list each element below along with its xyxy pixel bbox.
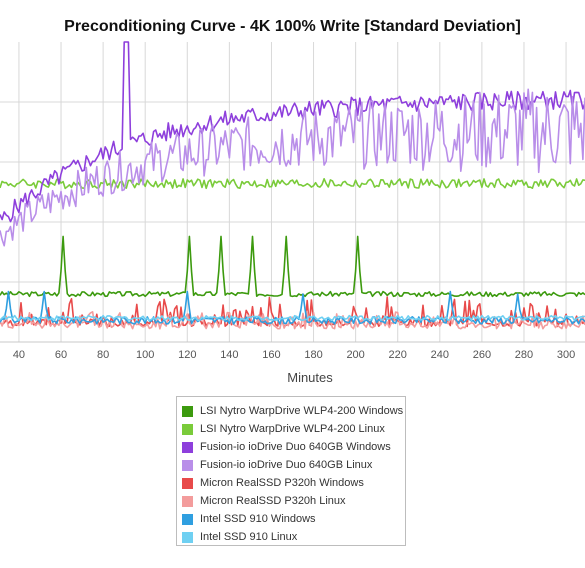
x-tick-labels: 40 60 80 100 120 140 160 180 200 220 240 260 280 300: [13, 349, 575, 361]
x-axis-label: Minutes: [287, 370, 333, 385]
x-tick-label: 140: [220, 349, 238, 361]
x-tick-label: 240: [431, 349, 449, 361]
x-tick-label: 120: [178, 349, 196, 361]
series-lines: [0, 41, 585, 330]
legend-swatch: [182, 477, 193, 489]
x-tick-label: 60: [55, 349, 67, 361]
legend-item[interactable]: Fusion-io ioDrive Duo 640GB Windows: [182, 438, 405, 456]
series-line-1: [0, 178, 585, 190]
x-tick-label: 200: [346, 349, 364, 361]
legend-label: Fusion-io ioDrive Duo 640GB Linux: [200, 459, 373, 471]
x-tick-label: 300: [557, 349, 575, 361]
legend-swatch: [182, 495, 193, 507]
legend-swatch: [182, 459, 193, 471]
legend-swatch: [182, 441, 193, 453]
x-tick-label: 260: [473, 349, 491, 361]
series-line-0: [0, 235, 585, 298]
legend-label: Micron RealSSD P320h Windows: [200, 477, 364, 489]
legend-item[interactable]: Micron RealSSD P320h Linux: [182, 492, 405, 510]
x-tick-label: 160: [262, 349, 280, 361]
legend-item[interactable]: Micron RealSSD P320h Windows: [182, 474, 405, 492]
legend-item[interactable]: Intel SSD 910 Windows: [182, 510, 405, 528]
legend-swatch: [182, 513, 193, 525]
legend-item[interactable]: Fusion-io ioDrive Duo 640GB Linux: [182, 456, 405, 474]
legend: LSI Nytro WarpDrive WLP4-200 Windows LSI …: [176, 396, 406, 546]
legend-label: Intel SSD 910 Windows: [200, 513, 316, 525]
x-tick-label: 220: [389, 349, 407, 361]
legend-swatch: [182, 423, 193, 435]
legend-label: Intel SSD 910 Linux: [200, 531, 298, 543]
x-tick-label: 100: [136, 349, 154, 361]
legend-swatch: [182, 531, 193, 543]
series-line-2: [0, 41, 585, 223]
legend-label: Micron RealSSD P320h Linux: [200, 495, 346, 507]
series-line-7: [0, 314, 585, 322]
x-tick-label: 40: [13, 349, 25, 361]
x-tick-label: 180: [304, 349, 322, 361]
chart-title: Preconditioning Curve - 4K 100% Write [S…: [64, 18, 521, 35]
x-tick-label: 280: [515, 349, 533, 361]
series-line-3: [0, 88, 585, 247]
legend-item[interactable]: LSI Nytro WarpDrive WLP4-200 Windows: [182, 402, 405, 420]
legend-label: LSI Nytro WarpDrive WLP4-200 Linux: [200, 423, 385, 435]
series-line-6: [0, 290, 585, 325]
legend-item[interactable]: Intel SSD 910 Linux: [182, 528, 405, 546]
x-tick-label: 80: [97, 349, 109, 361]
legend-swatch: [182, 405, 193, 417]
chart-plot: 40 60 80 100 120 140 160 180 200 220 240 260 280 300 …: [0, 41, 585, 385]
legend-item[interactable]: LSI Nytro WarpDrive WLP4-200 Linux: [182, 420, 405, 438]
legend-label: Fusion-io ioDrive Duo 640GB Windows: [200, 441, 391, 453]
legend-label: LSI Nytro WarpDrive WLP4-200 Windows: [200, 405, 404, 417]
